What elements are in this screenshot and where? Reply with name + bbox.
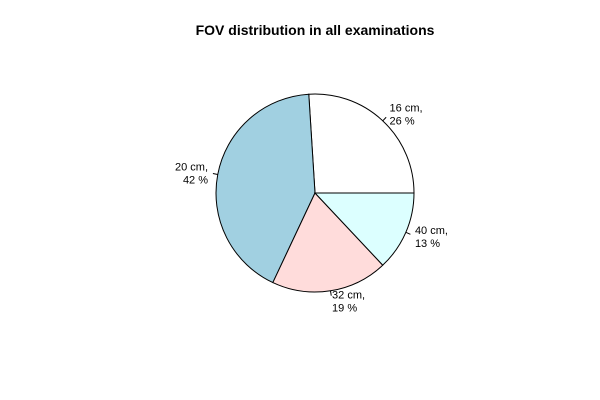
- pie-slices: [215, 93, 415, 293]
- pie-label-line1-0: 16 cm,: [390, 103, 423, 115]
- pie-label-line1-2: 32 cm,: [332, 290, 365, 302]
- chart-title: FOV distribution in all examinations: [196, 22, 435, 38]
- pie-label-tick-1: [212, 173, 218, 175]
- pie-label-line1-1: 20 cm,: [175, 162, 208, 174]
- pie-label-line2-2: 19 %: [332, 303, 357, 315]
- pie-label-line2-0: 26 %: [390, 116, 415, 128]
- pie-label-line2-3: 13 %: [415, 238, 440, 250]
- pie-label-0: 16 cm, 26 %: [390, 103, 423, 128]
- pie-label-tick-2: [329, 290, 332, 296]
- pie-label-line1-3: 40 cm,: [415, 225, 448, 237]
- pie-slice-2: [272, 192, 384, 293]
- pie-slice-0: [308, 93, 415, 194]
- pie-slice-1: [215, 93, 316, 284]
- pie-label-tick-3: [405, 231, 411, 235]
- pie-label-2: 32 cm, 19 %: [332, 290, 365, 315]
- pie-label-3: 40 cm, 13 %: [415, 225, 448, 250]
- pie-label-tick-0: [382, 116, 387, 122]
- pie-labels: 16 cm, 26 % 20 cm, 42 % 32 cm, 19 % 40 cm, 13 %: [175, 103, 448, 315]
- pie-label-line2-1: 42 %: [183, 175, 208, 187]
- pie-label-1: 20 cm, 42 %: [175, 162, 208, 187]
